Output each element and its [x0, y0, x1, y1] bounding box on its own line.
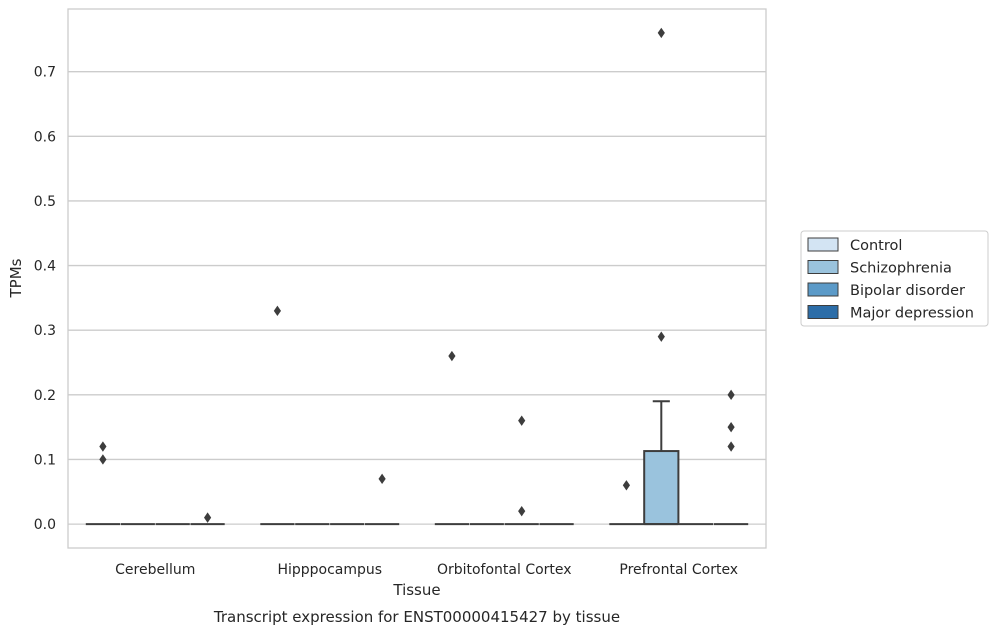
y-tick-label: 0.7	[34, 65, 56, 81]
y-tick-label: 0.3	[34, 323, 56, 339]
outlier-point	[622, 480, 630, 491]
legend-frame	[800, 230, 989, 327]
y-tick-label: 0.0	[34, 517, 56, 533]
legend-entry-label: Bipolar disorder	[850, 283, 965, 299]
outlier-point	[727, 389, 735, 401]
plot-area	[67, 8, 767, 549]
outlier-point	[657, 27, 665, 39]
outlier-point	[727, 421, 735, 433]
x-tick-label: Cerebellum	[115, 562, 195, 578]
y-tick-label: 0.1	[34, 452, 56, 468]
outlier-point	[378, 473, 386, 485]
x-tick-label: Hipppocampus	[277, 562, 382, 578]
legend: Control Schizophrenia Bipolar disorder Majo…	[800, 230, 989, 327]
y-tick-label: 0.6	[34, 129, 56, 145]
outlier-point	[99, 441, 107, 452]
y-axis-label: TPMs	[7, 258, 25, 298]
legend-swatch	[807, 237, 839, 252]
y-gridlines	[68, 71, 766, 525]
y-tick-label: 0.4	[34, 259, 56, 275]
x-tick-label: Prefrontal Cortex	[619, 562, 738, 578]
legend-entry-label: Major depression	[850, 306, 974, 322]
outlier-point	[727, 441, 735, 452]
y-axis-ticks: 0.0 0.1 0.2 0.3 0.4 0.5 0.6 0.7	[34, 65, 56, 533]
outlier-point	[657, 331, 665, 342]
y-tick-label: 0.5	[34, 194, 56, 210]
legend-swatch	[807, 282, 839, 297]
box-iqr	[643, 450, 680, 526]
y-tick-label: 0.2	[34, 388, 56, 404]
outlier-point	[518, 505, 526, 517]
outliers	[99, 27, 735, 523]
outlier-point	[273, 305, 281, 317]
boxes	[85, 400, 749, 526]
x-axis-ticks: Cerebellum Hipppocampus Orbitofontal Corte…	[115, 562, 738, 578]
chart-title: Transcript expression for ENST0000041542…	[213, 608, 620, 626]
legend-swatch	[807, 260, 839, 274]
legend-swatch	[807, 305, 839, 319]
legend-entry-label: Control	[850, 238, 902, 254]
x-tick-label: Orbitofontal Cortex	[437, 562, 572, 578]
outlier-point	[204, 512, 212, 523]
box-schizophrenia	[643, 400, 680, 526]
outlier-point	[518, 415, 526, 426]
legend-entry-label: Schizophrenia	[850, 261, 952, 277]
outlier-point	[448, 350, 456, 362]
x-axis-label: Tissue	[392, 581, 440, 599]
outlier-point	[99, 454, 107, 465]
